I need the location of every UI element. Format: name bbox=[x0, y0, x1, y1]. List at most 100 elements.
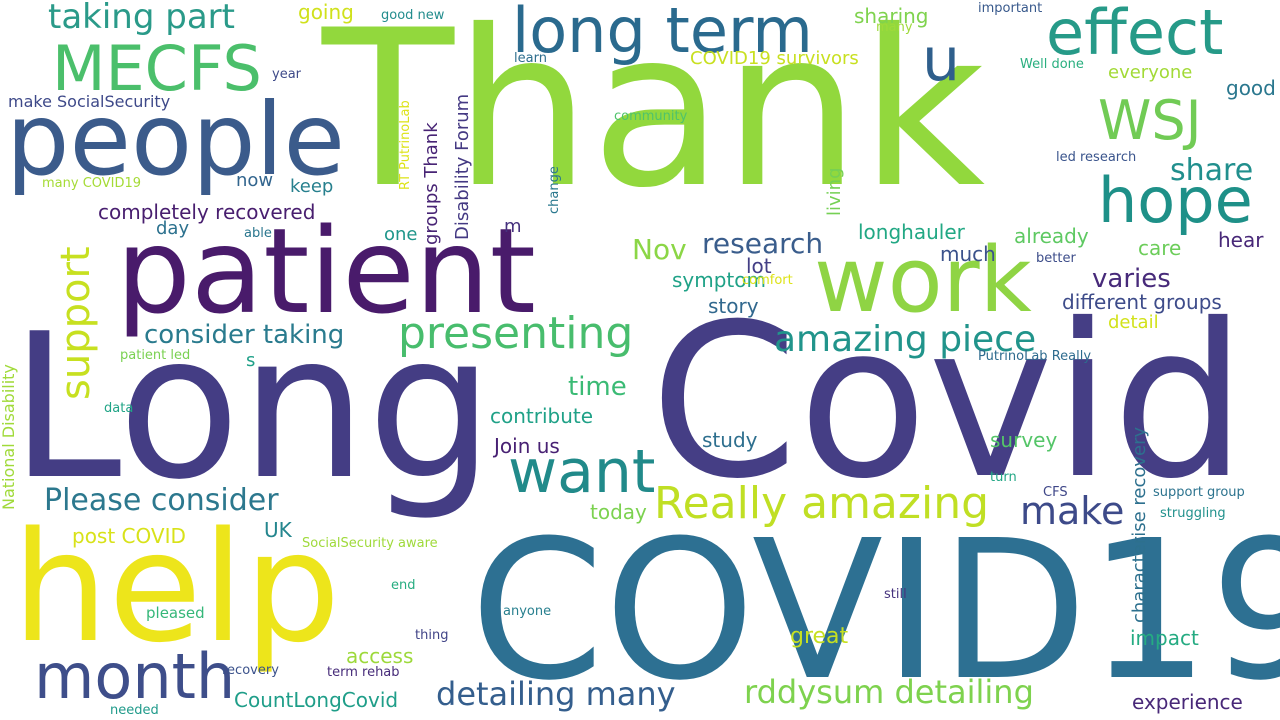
word-people: people bbox=[6, 81, 345, 198]
word-national-disability: National Disability bbox=[0, 364, 18, 510]
word-patient: patient bbox=[116, 202, 536, 340]
word-change: change bbox=[547, 166, 562, 214]
word-wsj: WSJ bbox=[1098, 89, 1202, 152]
word-year: year bbox=[272, 67, 302, 82]
word-led-research: led research bbox=[1056, 150, 1137, 165]
word-covid: Covid bbox=[650, 278, 1247, 525]
word-want: want bbox=[508, 437, 656, 507]
word-s: s bbox=[246, 350, 256, 371]
word-nov: Nov bbox=[632, 233, 687, 266]
word-groups-thank: groups Thank bbox=[421, 122, 442, 245]
word-well-done: Well done bbox=[1020, 57, 1084, 72]
word-recovery: recovery bbox=[222, 663, 279, 678]
word-hope: hope bbox=[1098, 164, 1253, 237]
word-uk: UK bbox=[264, 518, 292, 542]
word-great: great bbox=[790, 624, 849, 649]
word-longhauler: longhauler bbox=[858, 220, 965, 244]
word-long-term: long term bbox=[512, 0, 813, 67]
word-good-new: good new bbox=[381, 8, 445, 23]
word-varies: varies bbox=[1092, 264, 1171, 294]
word-make-socialsecurity: make SocialSecurity bbox=[8, 92, 171, 111]
word-already: already bbox=[1014, 224, 1089, 248]
word-socialsecurity-aware: SocialSecurity aware bbox=[302, 536, 438, 551]
word-consider-taking: consider taking bbox=[144, 320, 345, 350]
word-struggling: struggling bbox=[1160, 506, 1226, 521]
word-one: one bbox=[384, 224, 418, 245]
word-share: share bbox=[1170, 153, 1254, 188]
word-comfort: comfort bbox=[742, 273, 793, 288]
word-many-covid19: many COVID19 bbox=[42, 176, 142, 191]
word-covid19: COVID19 bbox=[470, 500, 1280, 720]
word-patient-led: patient led bbox=[120, 348, 191, 363]
word-day: day bbox=[156, 218, 190, 239]
word-now: now bbox=[236, 170, 274, 191]
word-taking-part: taking part bbox=[48, 0, 235, 37]
word-research: research bbox=[702, 227, 824, 260]
word-going: going bbox=[298, 0, 354, 24]
word-sharing: sharing bbox=[854, 4, 929, 28]
word-needed: needed bbox=[110, 703, 159, 718]
word-support: support bbox=[53, 246, 99, 400]
word-able: able bbox=[244, 226, 272, 241]
word-term-rehab: term rehab bbox=[327, 665, 400, 680]
word-covid19-survivors: COVID19 survivors bbox=[690, 48, 859, 69]
word-make: make bbox=[1020, 489, 1125, 533]
word-hear: hear bbox=[1218, 228, 1264, 252]
word-disability-forum: Disability Forum bbox=[452, 93, 473, 240]
word-mecfs: MECFS bbox=[52, 32, 262, 105]
word-countlongcovid: CountLongCovid bbox=[234, 688, 399, 712]
word-long: Long bbox=[10, 291, 494, 524]
word-contribute: contribute bbox=[490, 404, 594, 428]
word-experience: experience bbox=[1132, 690, 1243, 714]
word-important: important bbox=[978, 1, 1043, 16]
word-learn: learn bbox=[514, 51, 547, 66]
word-m: m bbox=[504, 216, 522, 237]
word-living: living bbox=[824, 167, 845, 217]
word-support-group: support group bbox=[1153, 485, 1245, 500]
word-effect: effect bbox=[1046, 0, 1224, 69]
word-presenting: presenting bbox=[398, 308, 634, 359]
word-care: care bbox=[1138, 236, 1182, 260]
word-rt-putrinolab: RT PutrinoLab bbox=[398, 100, 413, 190]
word-better: better bbox=[1036, 251, 1076, 266]
word-please-consider: Please consider bbox=[44, 483, 279, 518]
word-amazing-piece: amazing piece bbox=[774, 319, 1037, 360]
word-access: access bbox=[346, 644, 414, 668]
word-detailing-many: detailing many bbox=[436, 675, 676, 713]
word-work: work bbox=[814, 228, 1032, 333]
word-anyone: anyone bbox=[503, 604, 552, 619]
word-lot: lot bbox=[746, 254, 772, 278]
word-post-covid: post COVID bbox=[72, 524, 186, 548]
word-keep: keep bbox=[290, 176, 334, 197]
word-thing: thing bbox=[415, 628, 449, 643]
word-good: good bbox=[1226, 76, 1276, 100]
word-symptom: symptom bbox=[672, 268, 766, 292]
word-rddysum-detailing: rddysum detailing bbox=[744, 673, 1034, 711]
word-today: today bbox=[590, 500, 647, 524]
word-pleased: pleased bbox=[146, 604, 205, 622]
word-month: month bbox=[34, 640, 236, 713]
word-much: much bbox=[940, 242, 996, 266]
word-help: help bbox=[12, 499, 341, 676]
word-detail: detail bbox=[1108, 312, 1159, 333]
word-survey: survey bbox=[990, 428, 1058, 452]
word-many: many bbox=[876, 20, 913, 35]
word-join-us: Join us bbox=[494, 434, 560, 458]
word-u: u bbox=[922, 25, 961, 95]
word-really-amazing: Really amazing bbox=[654, 478, 990, 529]
word-study: study bbox=[702, 428, 758, 452]
word-putrinolab-really: PutrinoLab Really bbox=[978, 349, 1092, 364]
word-story: story bbox=[708, 294, 759, 318]
word-cfs: CFS bbox=[1043, 485, 1068, 500]
word-everyone: everyone bbox=[1108, 62, 1193, 83]
word-still: still bbox=[884, 587, 907, 602]
word-turn: turn bbox=[990, 470, 1017, 485]
word-end: end bbox=[391, 578, 416, 593]
word-data: data bbox=[104, 401, 134, 416]
word-time: time bbox=[568, 372, 627, 402]
word-characterise-recovery: characterise recovery bbox=[1129, 426, 1150, 623]
word-community: community bbox=[614, 109, 688, 124]
word-completely-recovered: completely recovered bbox=[98, 200, 316, 224]
word-different-groups: different groups bbox=[1062, 290, 1222, 314]
